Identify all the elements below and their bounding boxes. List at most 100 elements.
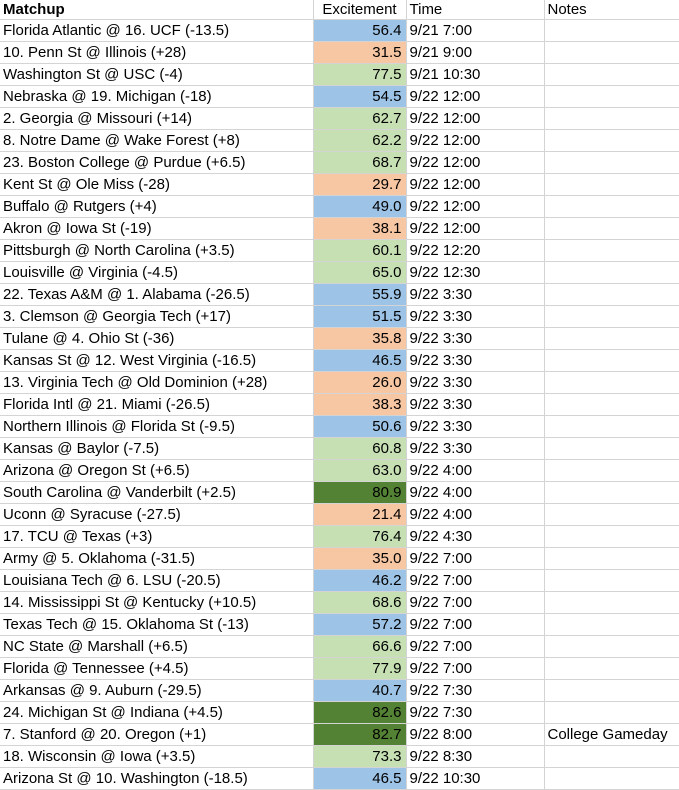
matchup-cell[interactable]: NC State @ Marshall (+6.5) [0,635,314,658]
matchup-cell[interactable]: Kent St @ Ole Miss (-28) [0,173,314,196]
notes-cell[interactable] [544,239,679,262]
excitement-cell[interactable]: 26.0 [313,371,407,394]
excitement-cell[interactable]: 60.1 [313,239,407,262]
time-cell[interactable]: 9/22 7:00 [406,547,545,570]
time-cell[interactable]: 9/22 12:00 [406,85,545,108]
matchup-cell[interactable]: Arizona St @ 10. Washington (-18.5) [0,767,314,790]
matchup-cell[interactable]: 22. Texas A&M @ 1. Alabama (-26.5) [0,283,314,306]
excitement-cell[interactable]: 35.0 [313,547,407,570]
excitement-cell[interactable]: 68.6 [313,591,407,614]
notes-cell[interactable] [544,217,679,240]
excitement-cell[interactable]: 77.9 [313,657,407,680]
excitement-cell[interactable]: 63.0 [313,459,407,482]
time-cell[interactable]: 9/22 3:30 [406,349,545,372]
notes-cell[interactable] [544,349,679,372]
excitement-cell[interactable]: 73.3 [313,745,407,768]
time-cell[interactable]: 9/22 10:30 [406,767,545,790]
excitement-cell[interactable]: 82.6 [313,701,407,724]
excitement-cell[interactable]: 62.7 [313,107,407,130]
matchup-cell[interactable]: Kansas St @ 12. West Virginia (-16.5) [0,349,314,372]
notes-cell[interactable] [544,151,679,174]
matchup-cell[interactable]: Nebraska @ 19. Michigan (-18) [0,85,314,108]
time-cell[interactable]: 9/22 12:00 [406,107,545,130]
excitement-cell[interactable]: 46.2 [313,569,407,592]
notes-cell[interactable] [544,481,679,504]
notes-cell[interactable] [544,393,679,416]
notes-cell[interactable] [544,745,679,768]
matchup-cell[interactable]: Army @ 5. Oklahoma (-31.5) [0,547,314,570]
matchup-cell[interactable]: Washington St @ USC (-4) [0,63,314,86]
notes-cell[interactable] [544,415,679,438]
time-cell[interactable]: 9/22 4:00 [406,481,545,504]
matchup-cell[interactable]: Northern Illinois @ Florida St (-9.5) [0,415,314,438]
notes-cell[interactable] [544,547,679,570]
excitement-cell[interactable]: 57.2 [313,613,407,636]
time-cell[interactable]: 9/22 12:00 [406,195,545,218]
notes-cell[interactable] [544,19,679,42]
excitement-cell[interactable]: 51.5 [313,305,407,328]
notes-cell[interactable] [544,41,679,64]
matchup-cell[interactable]: Pittsburgh @ North Carolina (+3.5) [0,239,314,262]
time-cell[interactable]: 9/21 9:00 [406,41,545,64]
matchup-cell[interactable]: 10. Penn St @ Illinois (+28) [0,41,314,64]
matchup-cell[interactable]: Louisville @ Virginia (-4.5) [0,261,314,284]
matchup-cell[interactable]: Uconn @ Syracuse (-27.5) [0,503,314,526]
time-cell[interactable]: 9/22 7:30 [406,679,545,702]
matchup-cell[interactable]: 24. Michigan St @ Indiana (+4.5) [0,701,314,724]
excitement-cell[interactable]: 60.8 [313,437,407,460]
matchup-cell[interactable]: Louisiana Tech @ 6. LSU (-20.5) [0,569,314,592]
time-cell[interactable]: 9/22 3:30 [406,393,545,416]
time-cell[interactable]: 9/22 12:00 [406,151,545,174]
notes-cell[interactable] [544,173,679,196]
excitement-cell[interactable]: 82.7 [313,723,407,746]
matchup-cell[interactable]: Texas Tech @ 15. Oklahoma St (-13) [0,613,314,636]
excitement-cell[interactable]: 77.5 [313,63,407,86]
excitement-cell[interactable]: 56.4 [313,19,407,42]
notes-cell[interactable] [544,503,679,526]
time-cell[interactable]: 9/22 7:00 [406,635,545,658]
time-cell[interactable]: 9/22 8:30 [406,745,545,768]
time-cell[interactable]: 9/22 7:00 [406,591,545,614]
excitement-cell[interactable]: 54.5 [313,85,407,108]
time-cell[interactable]: 9/22 3:30 [406,415,545,438]
time-cell[interactable]: 9/22 12:20 [406,239,545,262]
notes-cell[interactable] [544,459,679,482]
time-cell[interactable]: 9/22 4:30 [406,525,545,548]
excitement-cell[interactable]: 68.7 [313,151,407,174]
notes-cell[interactable]: College Gameday [544,723,679,746]
notes-cell[interactable] [544,327,679,350]
excitement-cell[interactable]: 66.6 [313,635,407,658]
matchup-cell[interactable]: Arizona @ Oregon St (+6.5) [0,459,314,482]
matchup-cell[interactable]: 7. Stanford @ 20. Oregon (+1) [0,723,314,746]
matchup-cell[interactable]: 3. Clemson @ Georgia Tech (+17) [0,305,314,328]
notes-cell[interactable] [544,569,679,592]
matchup-cell[interactable]: Florida @ Tennessee (+4.5) [0,657,314,680]
time-cell[interactable]: 9/22 3:30 [406,283,545,306]
time-cell[interactable]: 9/22 3:30 [406,327,545,350]
excitement-cell[interactable]: 35.8 [313,327,407,350]
time-cell[interactable]: 9/22 12:00 [406,173,545,196]
notes-cell[interactable] [544,305,679,328]
notes-cell[interactable] [544,283,679,306]
notes-cell[interactable] [544,679,679,702]
notes-cell[interactable] [544,85,679,108]
matchup-cell[interactable]: Kansas @ Baylor (-7.5) [0,437,314,460]
matchup-cell[interactable]: South Carolina @ Vanderbilt (+2.5) [0,481,314,504]
matchup-cell[interactable]: 18. Wisconsin @ Iowa (+3.5) [0,745,314,768]
excitement-cell[interactable]: 49.0 [313,195,407,218]
excitement-cell[interactable]: 76.4 [313,525,407,548]
excitement-cell[interactable]: 65.0 [313,261,407,284]
time-cell[interactable]: 9/22 3:30 [406,371,545,394]
header-time[interactable]: Time [406,0,545,20]
notes-cell[interactable] [544,613,679,636]
excitement-cell[interactable]: 38.1 [313,217,407,240]
time-cell[interactable]: 9/22 3:30 [406,437,545,460]
time-cell[interactable]: 9/22 7:00 [406,657,545,680]
excitement-cell[interactable]: 31.5 [313,41,407,64]
time-cell[interactable]: 9/22 7:30 [406,701,545,724]
matchup-cell[interactable]: 13. Virginia Tech @ Old Dominion (+28) [0,371,314,394]
header-matchup[interactable]: Matchup [0,0,314,20]
excitement-cell[interactable]: 55.9 [313,283,407,306]
matchup-cell[interactable]: Akron @ Iowa St (-19) [0,217,314,240]
header-notes[interactable]: Notes [544,0,679,20]
